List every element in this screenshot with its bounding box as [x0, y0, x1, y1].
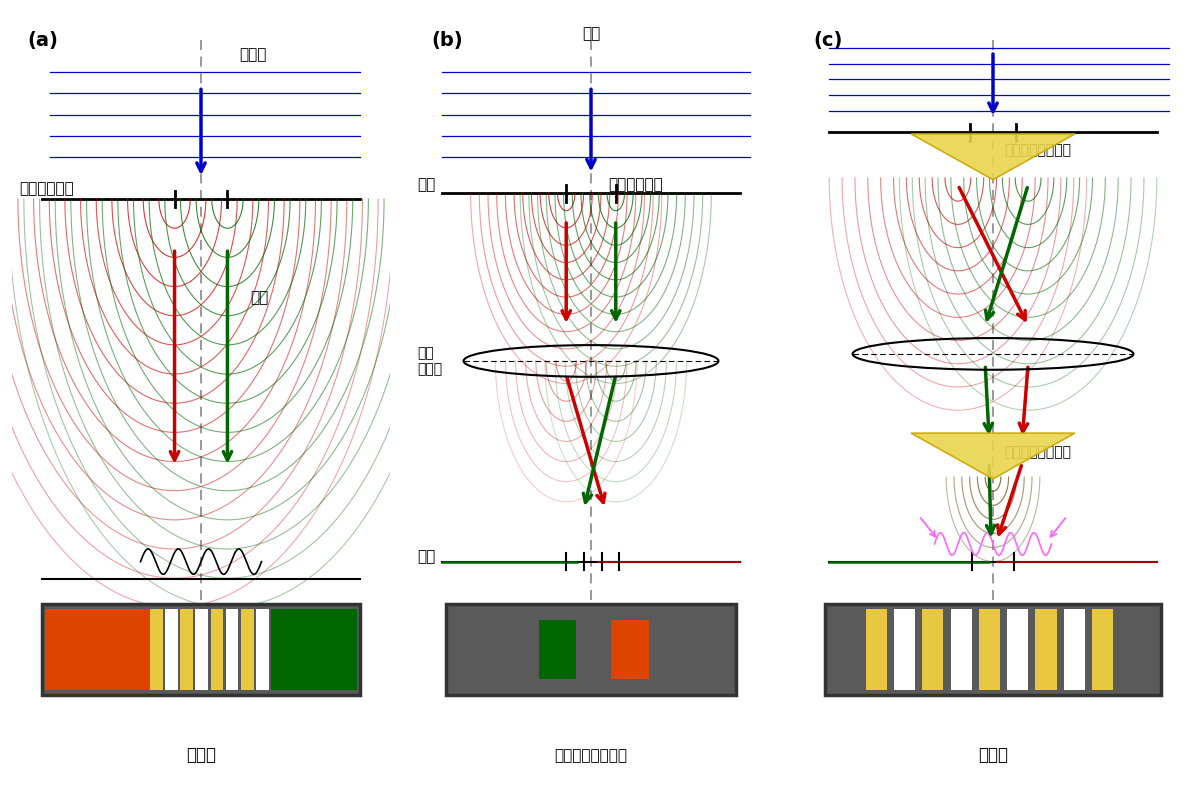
Bar	[180, 610, 193, 690]
Text: (a): (a)	[28, 31, 58, 50]
Bar	[42, 604, 360, 695]
Polygon shape	[911, 433, 1075, 479]
Text: (c): (c)	[814, 31, 842, 50]
Text: 対物
レンズ: 対物 レンズ	[418, 346, 443, 376]
Bar	[1092, 610, 1114, 690]
Bar	[950, 610, 972, 690]
Bar	[865, 610, 887, 690]
Polygon shape	[911, 134, 1075, 180]
Text: 光軸: 光軸	[582, 26, 600, 41]
Bar	[226, 610, 239, 690]
Bar	[1036, 610, 1057, 690]
Bar	[271, 610, 356, 690]
Bar	[922, 610, 943, 690]
Bar	[611, 620, 649, 679]
Text: 像面: 像面	[418, 549, 436, 564]
Text: 二重スリットの像: 二重スリットの像	[554, 748, 628, 762]
Bar	[539, 620, 576, 679]
Text: 下部バイプリズム: 下部バイプリズム	[1004, 446, 1072, 459]
Bar	[446, 604, 736, 695]
Bar	[894, 610, 916, 690]
Text: 干渉縞: 干渉縞	[186, 746, 216, 764]
Text: (b): (b)	[432, 31, 463, 50]
Bar	[1007, 610, 1028, 690]
Text: 二重スリット: 二重スリット	[19, 181, 74, 196]
Text: 上部バイプリズム: 上部バイプリズム	[1004, 142, 1072, 157]
Bar	[196, 610, 209, 690]
Bar	[166, 610, 178, 690]
Bar	[979, 610, 1000, 690]
Bar	[241, 610, 253, 690]
Text: 波面: 波面	[250, 290, 269, 305]
Bar	[46, 610, 150, 690]
Bar	[1064, 610, 1085, 690]
Text: 干渉縞: 干渉縞	[978, 746, 1008, 764]
Bar	[210, 610, 223, 690]
Bar	[150, 610, 163, 690]
Text: 物面: 物面	[418, 178, 436, 193]
Bar	[826, 604, 1160, 695]
Bar	[256, 610, 269, 690]
Text: 入射波: 入射波	[239, 47, 266, 62]
Text: 二重スリット: 二重スリット	[608, 178, 664, 193]
